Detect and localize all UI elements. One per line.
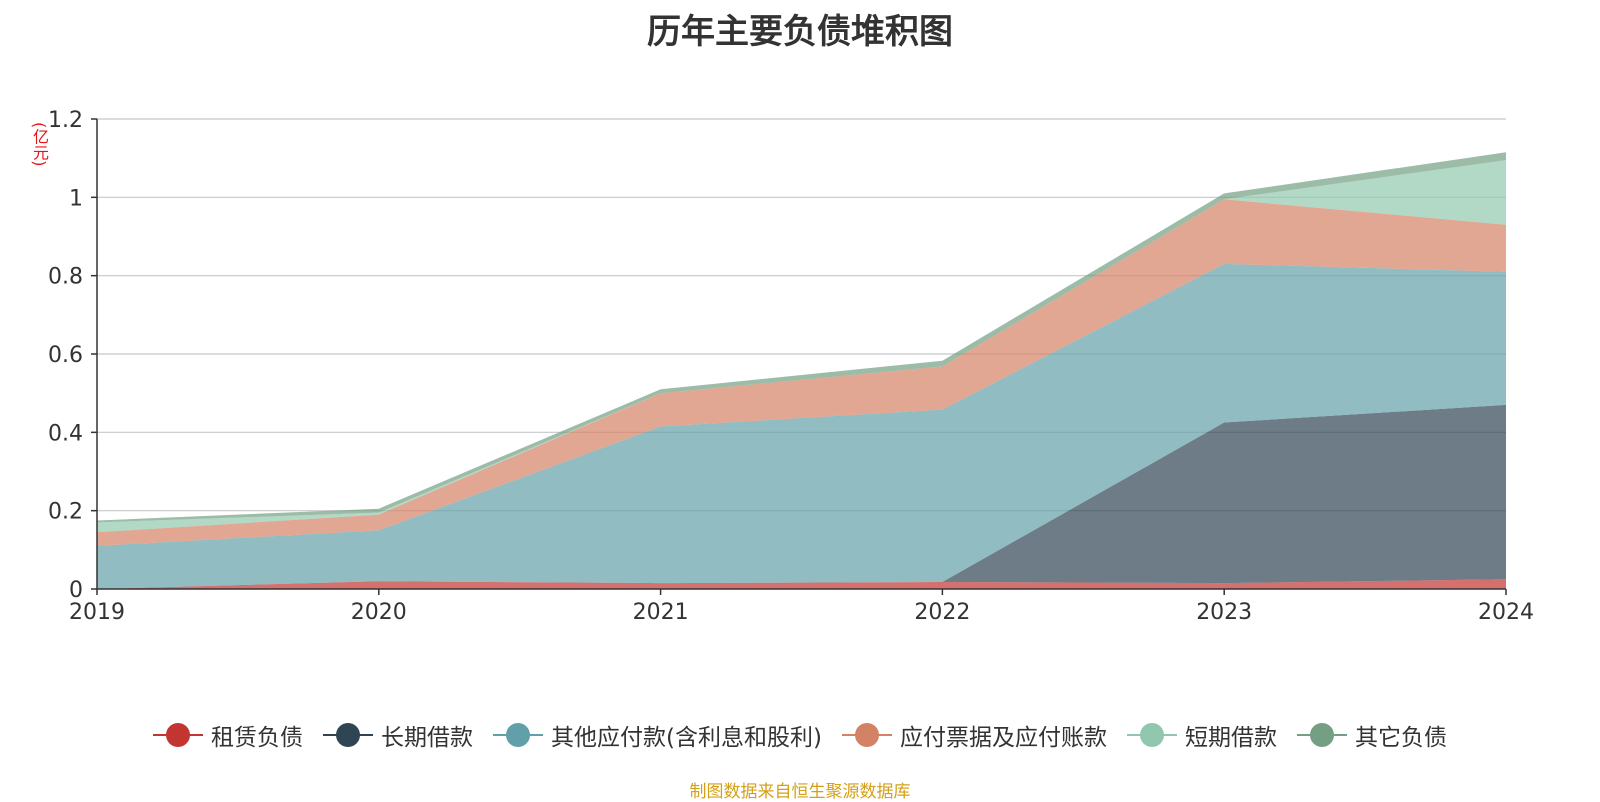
legend-item-2[interactable]: 长期借款	[323, 718, 473, 752]
legend-label: 其它负债	[1354, 725, 1447, 751]
x-tick-label: 2022	[914, 600, 970, 625]
source-note: 制图数据来自恒生聚源数据库	[689, 782, 911, 802]
axes: 0 0.2 0.4 0.6 0.8 1 1.2 2019 2020 2021 2022 2023 202…	[48, 108, 1534, 625]
legend-label: 长期借款	[381, 725, 474, 751]
area-series-group	[97, 152, 1506, 589]
area-series-4	[97, 199, 1506, 546]
y-tick-label: 0.6	[48, 343, 83, 368]
y-tick-label: 0.4	[48, 421, 83, 446]
legend-marker-icon	[323, 723, 374, 747]
y-tick-label: 0.2	[48, 500, 83, 525]
legend-label: 短期借款	[1184, 725, 1277, 751]
y-axis-unit-label: (亿元)	[30, 122, 49, 167]
legend-item-5[interactable]: 短期借款	[1126, 718, 1277, 752]
legend-item-6[interactable]: 其它负债	[1296, 718, 1447, 752]
legend-marker-icon	[493, 723, 544, 747]
legend-item-1[interactable]: 租赁负债	[153, 718, 303, 752]
legend-label: 租赁负债	[211, 725, 304, 751]
x-tick-label: 2024	[1478, 600, 1534, 625]
y-tick-label: 1.2	[48, 108, 83, 133]
y-tick-label: 1	[69, 186, 83, 211]
legend-marker-icon	[841, 723, 892, 747]
x-tick-label: 2023	[1196, 600, 1252, 625]
y-tick-label: 0	[69, 578, 83, 603]
legend-marker-icon	[1296, 723, 1347, 747]
x-tick-label: 2021	[633, 600, 689, 625]
legend-label: 应付票据及应付账款	[899, 725, 1107, 751]
legend-marker-icon	[153, 723, 204, 747]
legend: 租赁负债 长期借款 其他应付款(含利息和股利) 应付票据及应付账款 短期借款 其它负债	[0, 718, 1600, 752]
y-tick-label: 0.8	[48, 265, 83, 290]
stacked-area-chart: 0 0.2 0.4 0.6 0.8 1 1.2 2019 2020 2021 2022 2023 202…	[48, 108, 1534, 625]
area-series-2	[97, 404, 1506, 589]
legend-label: 其他应付款(含利息和股利)	[551, 725, 822, 751]
legend-marker-icon	[1126, 723, 1177, 747]
legend-item-3[interactable]: 其他应付款(含利息和股利)	[493, 718, 822, 752]
x-tick-label: 2020	[351, 600, 407, 625]
legend-item-4[interactable]: 应付票据及应付账款	[841, 718, 1107, 752]
chart-title: 历年主要负债堆积图	[647, 12, 953, 52]
area-series-3	[97, 263, 1506, 589]
area-series-5	[97, 160, 1506, 533]
area-series-1	[97, 579, 1506, 589]
x-tick-label: 2019	[69, 600, 125, 625]
